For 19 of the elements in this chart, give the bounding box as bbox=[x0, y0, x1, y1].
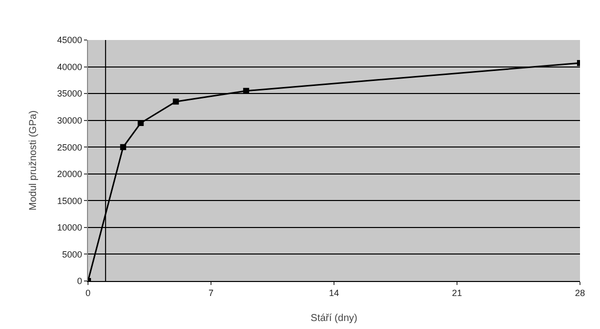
y-tick-label: 15000 bbox=[57, 196, 82, 206]
x-tick-label: 7 bbox=[208, 288, 214, 298]
point bbox=[172, 98, 179, 105]
x-tick-label: 21 bbox=[452, 288, 462, 298]
y-tick-label: 5000 bbox=[62, 249, 82, 260]
y-tick-label: 10000 bbox=[57, 222, 82, 233]
y-tick-label: 40000 bbox=[57, 62, 82, 72]
y-tick-label: 20000 bbox=[57, 169, 82, 180]
x-axis-title: Stáří (dny) bbox=[310, 313, 358, 324]
y-tick-label: 0 bbox=[77, 276, 82, 286]
y-tick-label: 25000 bbox=[57, 142, 82, 152]
y-tick-label: 35000 bbox=[57, 88, 82, 99]
x-tick-label: 0 bbox=[85, 288, 91, 298]
point bbox=[120, 144, 126, 150]
y-tick-label: 30000 bbox=[57, 115, 82, 126]
y-tick-label: 45000 bbox=[57, 35, 82, 46]
y-axis-title: Modul pružnosti (GPa) bbox=[28, 110, 40, 211]
x-tick-label: 28 bbox=[574, 288, 586, 298]
x-tick-label: 14 bbox=[328, 288, 340, 298]
